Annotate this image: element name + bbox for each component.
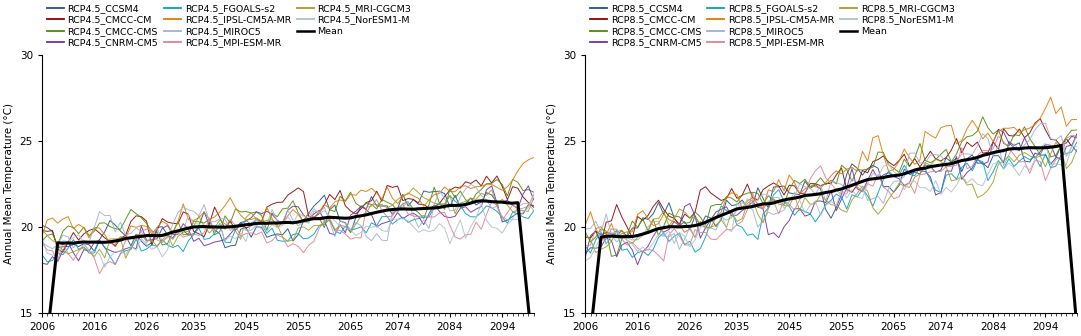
Legend: RCP4.5_CCSM4, RCP4.5_CMCC-CM, RCP4.5_CMCC-CMS, RCP4.5_CNRM-CM5, RCP4.5_FGOALS-s2: RCP4.5_CCSM4, RCP4.5_CMCC-CM, RCP4.5_CMC…: [46, 4, 412, 47]
Y-axis label: Annual Mean Temperature (°C): Annual Mean Temperature (°C): [4, 103, 14, 264]
Y-axis label: Annual Mean Temperature (°C): Annual Mean Temperature (°C): [547, 103, 558, 264]
Legend: RCP8.5_CCSM4, RCP8.5_CMCC-CM, RCP8.5_CMCC-CMS, RCP8.5_CNRM-CM5, RCP8.5_FGOALS-s2: RCP8.5_CCSM4, RCP8.5_CMCC-CM, RCP8.5_CMC…: [590, 4, 955, 47]
